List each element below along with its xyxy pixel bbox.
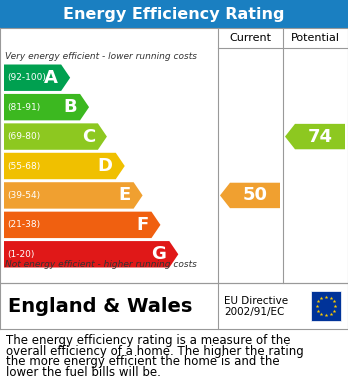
Text: EU Directive: EU Directive <box>224 296 288 306</box>
Text: Not energy efficient - higher running costs: Not energy efficient - higher running co… <box>5 260 197 269</box>
Polygon shape <box>4 212 160 238</box>
Text: D: D <box>98 157 113 175</box>
Polygon shape <box>4 153 125 179</box>
Text: 74: 74 <box>308 127 332 145</box>
Text: 50: 50 <box>243 187 268 204</box>
Polygon shape <box>4 94 89 120</box>
Text: Current: Current <box>229 33 271 43</box>
Bar <box>311 291 341 321</box>
Text: G: G <box>151 245 166 263</box>
Text: (69-80): (69-80) <box>7 132 40 141</box>
Text: A: A <box>44 69 58 87</box>
Text: (55-68): (55-68) <box>7 161 40 170</box>
Polygon shape <box>285 124 345 149</box>
Text: C: C <box>82 127 95 145</box>
Polygon shape <box>4 123 107 150</box>
Text: lower the fuel bills will be.: lower the fuel bills will be. <box>6 366 161 378</box>
Polygon shape <box>4 65 70 91</box>
Text: overall efficiency of a home. The higher the rating: overall efficiency of a home. The higher… <box>6 344 304 357</box>
Text: E: E <box>118 187 130 204</box>
Polygon shape <box>4 241 178 267</box>
Text: Energy Efficiency Rating: Energy Efficiency Rating <box>63 7 285 22</box>
Text: (39-54): (39-54) <box>7 191 40 200</box>
Text: The energy efficiency rating is a measure of the: The energy efficiency rating is a measur… <box>6 334 291 347</box>
Text: England & Wales: England & Wales <box>8 296 192 316</box>
Text: F: F <box>136 216 149 234</box>
Text: B: B <box>63 98 77 116</box>
Text: 2002/91/EC: 2002/91/EC <box>224 307 284 317</box>
Text: (21-38): (21-38) <box>7 221 40 230</box>
Text: Potential: Potential <box>291 33 340 43</box>
Text: (1-20): (1-20) <box>7 250 34 259</box>
Polygon shape <box>4 182 143 209</box>
Text: (81-91): (81-91) <box>7 103 40 112</box>
Text: (92-100): (92-100) <box>7 73 46 82</box>
Text: the more energy efficient the home is and the: the more energy efficient the home is an… <box>6 355 280 368</box>
Bar <box>0 0 348 28</box>
Text: Very energy efficient - lower running costs: Very energy efficient - lower running co… <box>5 52 197 61</box>
Polygon shape <box>220 183 280 208</box>
